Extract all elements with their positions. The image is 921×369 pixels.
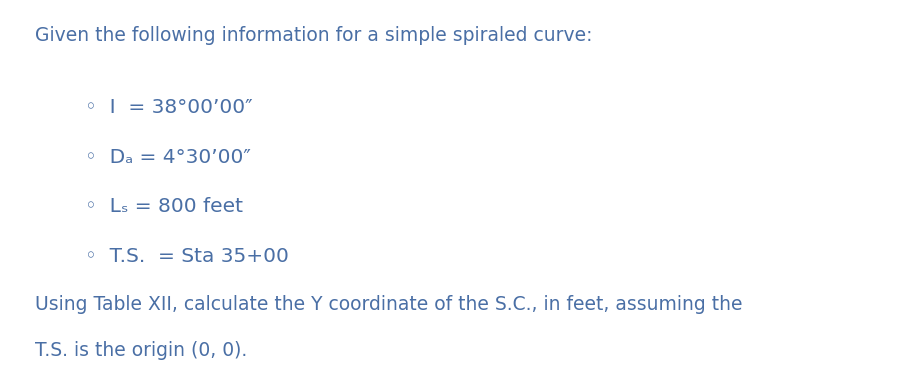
Text: T.S. is the origin (0, 0).: T.S. is the origin (0, 0). xyxy=(35,341,247,360)
Text: ◦  Dₐ = 4°30’00″: ◦ Dₐ = 4°30’00″ xyxy=(85,148,251,166)
Text: Given the following information for a simple spiraled curve:: Given the following information for a si… xyxy=(35,26,592,45)
Text: Using Table XII, calculate the Y coordinate of the S.C., in feet, assuming the: Using Table XII, calculate the Y coordin… xyxy=(35,295,742,314)
Text: ◦  T.S.  = Sta 35+00: ◦ T.S. = Sta 35+00 xyxy=(85,247,288,266)
Text: ◦  Lₛ = 800 feet: ◦ Lₛ = 800 feet xyxy=(85,197,243,216)
Text: ◦  I  = 38°00’00″: ◦ I = 38°00’00″ xyxy=(85,98,252,117)
